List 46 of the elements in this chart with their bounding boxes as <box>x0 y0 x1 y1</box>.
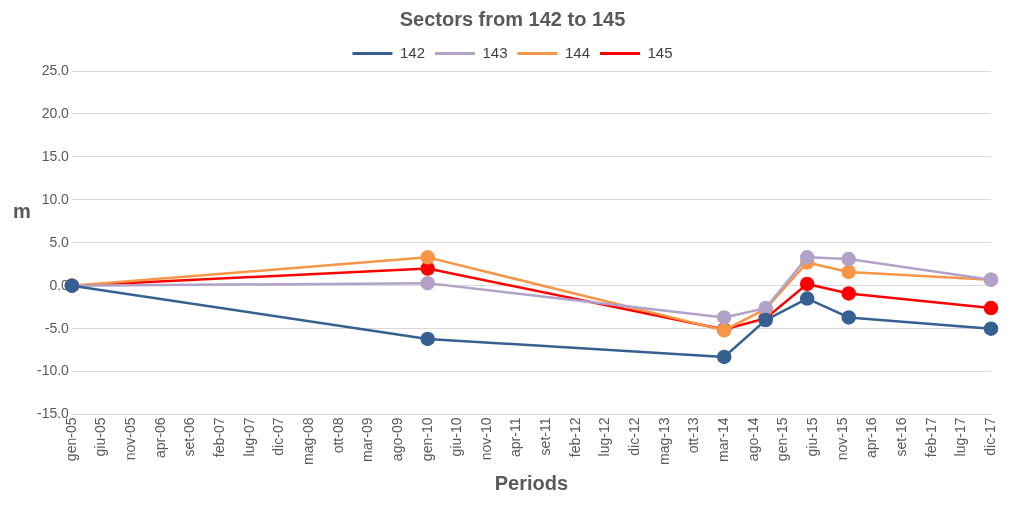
x-tick-label: ott-13 <box>685 417 702 454</box>
y-tick-label: 20.0 <box>41 104 70 121</box>
x-tick-label: dic-17 <box>981 417 998 456</box>
legend-label: 143 <box>482 43 508 61</box>
legend-label: 145 <box>647 43 673 61</box>
x-tick-label: mag-08 <box>299 417 316 465</box>
x-tick-label: set-11 <box>537 417 554 456</box>
legend-label: 144 <box>565 43 591 61</box>
x-tick-label: apr-11 <box>507 417 524 457</box>
y-tick-label: -10.0 <box>36 362 70 379</box>
x-tick-label: giu-05 <box>92 417 109 457</box>
y-axis-title: m <box>13 200 31 223</box>
x-tick-label: nov-15 <box>833 417 850 461</box>
x-tick-label: giu-15 <box>803 417 820 457</box>
y-tick-label: 15.0 <box>41 147 70 164</box>
x-tick-label: dic-07 <box>270 417 287 456</box>
x-tick-label: mag-13 <box>655 417 672 465</box>
x-tick-label: lug-17 <box>952 417 969 457</box>
x-tick-label: nov-10 <box>477 417 494 461</box>
x-tick-label: nov-05 <box>122 417 139 461</box>
x-tick-label: ago-14 <box>744 417 761 462</box>
x-tick-label: feb-07 <box>211 417 228 458</box>
x-tick-label: mar-14 <box>715 417 732 462</box>
x-tick-label: gen-10 <box>418 417 435 462</box>
x-tick-label: feb-12 <box>566 417 583 458</box>
y-tick-label: 5.0 <box>49 233 70 250</box>
x-tick-label: set-16 <box>892 417 909 457</box>
y-tick-label: 10.0 <box>41 190 70 207</box>
y-tick-label: 25.0 <box>41 61 70 78</box>
x-tick-label: apr-16 <box>863 417 880 458</box>
chart-title: Sectors from 142 to 145 <box>399 7 626 30</box>
x-tick-label: lug-07 <box>240 417 257 457</box>
x-tick-label: feb-17 <box>922 417 939 458</box>
x-tick-label: ott-08 <box>329 417 346 454</box>
legend-label: 142 <box>399 43 425 61</box>
x-axis-title: Periods <box>494 471 569 494</box>
x-tick-label: mar-09 <box>359 417 376 462</box>
x-tick-label: set-06 <box>181 417 198 457</box>
y-tick-label: -5.0 <box>44 319 70 336</box>
x-tick-label: dic-12 <box>626 417 643 456</box>
x-tick-label: gen-05 <box>62 417 79 462</box>
x-tick-label: giu-10 <box>448 417 465 457</box>
x-tick-label: lug-12 <box>596 417 613 457</box>
x-tick-label: ago-09 <box>388 417 405 462</box>
x-tick-label: apr-06 <box>151 417 168 458</box>
x-tick-label: gen-15 <box>774 417 791 462</box>
